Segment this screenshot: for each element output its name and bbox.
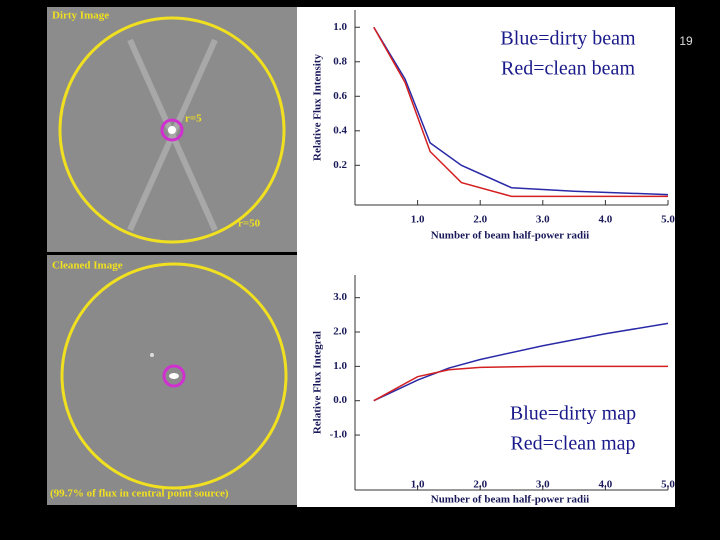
y-tick-label: 2.0 bbox=[333, 326, 347, 338]
x-tick-label: 4.0 bbox=[599, 214, 613, 226]
image-label: r=5 bbox=[185, 113, 202, 125]
y-axis-label: Relative Flux Intensity bbox=[312, 54, 324, 161]
annotation: Blue=dirty map bbox=[510, 403, 636, 425]
cleaned-image: Cleaned Image (99.7% of flux in central … bbox=[47, 255, 297, 505]
image-title: Dirty Image bbox=[52, 10, 109, 22]
y-tick-label: 1.0 bbox=[333, 21, 347, 33]
x-axis-label: Number of beam half-power radii bbox=[431, 230, 589, 242]
annotation: Red=clean map bbox=[510, 433, 635, 455]
y-tick-label: 0.2 bbox=[333, 159, 347, 171]
y-tick-label: 0.0 bbox=[333, 394, 347, 406]
y-tick-label: 0.4 bbox=[333, 124, 347, 136]
y-tick-label: 0.6 bbox=[333, 90, 347, 102]
y-tick-label: -1.0 bbox=[330, 429, 348, 441]
x-tick-label: 2.0 bbox=[473, 214, 487, 226]
x-tick-label: 1.0 bbox=[411, 214, 425, 226]
image-label: (99.7% of flux in central point source) bbox=[50, 488, 229, 500]
annotation: Blue=dirty beam bbox=[500, 28, 636, 50]
series-line bbox=[373, 322, 669, 402]
dirty-image: Dirty Image r=5 r=50 bbox=[47, 7, 297, 252]
series-line bbox=[373, 26, 668, 198]
x-axis-label: Number of beam half-power radii bbox=[431, 494, 589, 506]
series-line bbox=[373, 365, 668, 402]
series-line bbox=[373, 26, 669, 196]
x-tick-label: 3.0 bbox=[536, 214, 550, 226]
x-tick-label: 3.0 bbox=[536, 479, 550, 491]
x-tick-label: 5.0 bbox=[661, 479, 675, 491]
image-label: r=50 bbox=[238, 218, 261, 230]
x-tick-label: 1.0 bbox=[411, 479, 425, 491]
y-tick-label: 0.8 bbox=[333, 55, 347, 67]
x-tick-label: 5.0 bbox=[661, 214, 675, 226]
x-tick-label: 2.0 bbox=[473, 479, 487, 491]
y-tick-label: 1.0 bbox=[333, 360, 347, 372]
image-title: Cleaned Image bbox=[52, 260, 123, 272]
y-axis-label: Relative Flux Integral bbox=[312, 331, 324, 434]
chart-panel bbox=[297, 7, 675, 507]
x-tick-label: 4.0 bbox=[599, 479, 613, 491]
slide-number: 19 bbox=[679, 34, 693, 48]
annotation: Red=clean beam bbox=[501, 58, 635, 80]
y-tick-label: 3.0 bbox=[333, 291, 347, 303]
